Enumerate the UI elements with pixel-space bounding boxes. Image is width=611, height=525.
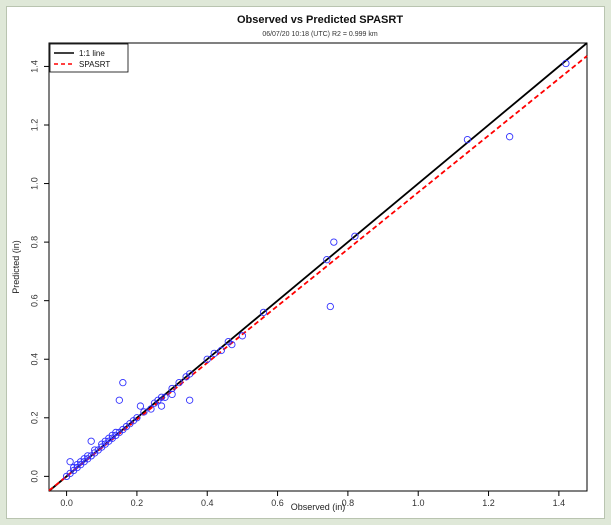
y-axis-label: Predicted (in) (11, 240, 21, 294)
x-tick-label: 1.0 (412, 498, 425, 508)
chart-frame: Observed vs Predicted SPASRT 06/07/20 10… (6, 6, 605, 519)
plot-area (48, 42, 588, 492)
y-tick-label: 1.2 (29, 119, 39, 132)
x-axis: 0.0 0.2 0.4 0.6 0.8 1.0 1.2 1.4 (60, 491, 565, 508)
x-tick-label: 1.2 (482, 498, 495, 508)
x-axis-label: Observed (in) (291, 502, 346, 512)
data-point (259, 308, 268, 317)
legend-label-spasrt: SPASRT (79, 60, 110, 69)
data-point (562, 59, 570, 68)
fit-lines (48, 42, 588, 492)
data-point (463, 135, 472, 144)
x-tick-label: 0.0 (60, 498, 73, 508)
legend-label-1to1: 1:1 line (79, 49, 105, 58)
data-point (168, 384, 176, 393)
data-point (168, 390, 176, 399)
legend-box (49, 43, 129, 73)
y-axis: 0.0 0.2 0.4 0.6 0.8 1.0 1.2 1.4 (29, 60, 49, 483)
data-point (161, 393, 169, 401)
legend: 1:1 line SPASRT (49, 43, 129, 73)
data-points (62, 59, 570, 481)
y-tick-label: 1.0 (29, 177, 39, 190)
spasrt-fit-line (48, 55, 588, 492)
chart-subtitle: 06/07/20 10:18 (UTC) R2 = 0.999 km (262, 31, 378, 38)
data-point (186, 396, 194, 404)
data-point (119, 379, 127, 387)
data-point (326, 302, 334, 311)
data-point (217, 346, 225, 355)
data-point (112, 428, 120, 437)
data-point (66, 458, 74, 466)
data-point (157, 402, 166, 410)
y-tick-label: 0.4 (29, 353, 39, 366)
data-point (203, 355, 211, 363)
data-point (228, 340, 236, 349)
x-tick-label: 0.2 (131, 498, 144, 508)
data-point (330, 238, 338, 246)
data-point (140, 408, 148, 416)
data-point (147, 405, 155, 413)
data-point (115, 396, 123, 404)
data-point (87, 437, 95, 445)
data-point (505, 133, 514, 141)
data-point (351, 232, 359, 240)
x-tick-label: 0.4 (201, 498, 214, 508)
y-tick-label: 0.8 (29, 236, 39, 249)
one-to-one-line (48, 42, 588, 492)
data-point (323, 256, 331, 264)
scatter-chart: Observed vs Predicted SPASRT 06/07/20 10… (11, 14, 588, 512)
data-point (136, 402, 145, 410)
data-point (175, 379, 183, 387)
x-tick-label: 0.6 (271, 498, 284, 508)
x-tick-label: 0.8 (342, 498, 355, 508)
chart-title: Observed vs Predicted SPASRT (237, 14, 403, 26)
data-point (238, 332, 247, 340)
data-point (186, 370, 194, 378)
y-tick-label: 1.4 (29, 60, 39, 73)
y-tick-label: 0.2 (29, 412, 39, 425)
data-point (210, 349, 218, 358)
x-tick-label: 1.4 (553, 498, 566, 508)
data-point (133, 414, 141, 422)
y-tick-label: 0.6 (29, 294, 39, 307)
y-tick-label: 0.0 (29, 470, 39, 483)
data-point (84, 452, 92, 460)
data-point (91, 446, 99, 454)
data-point (157, 393, 166, 401)
